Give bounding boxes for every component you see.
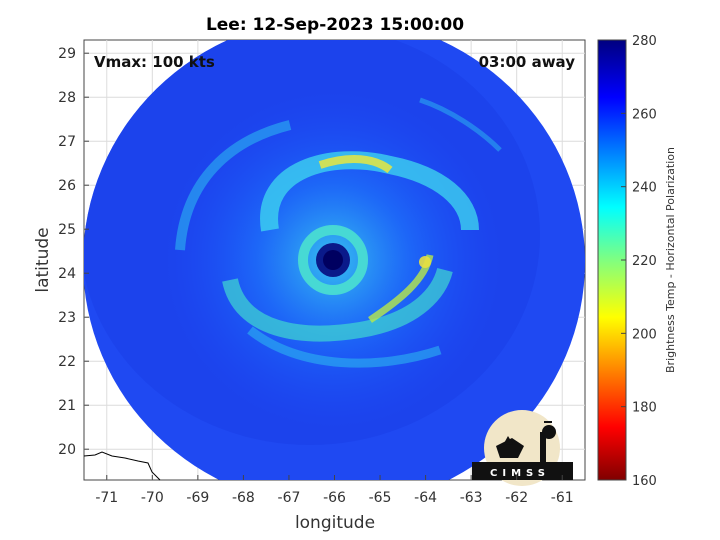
outer-band xyxy=(419,97,502,152)
y-axis-label: latitude xyxy=(33,227,53,292)
microwave-swath xyxy=(84,40,585,480)
colorbar-tick-label: 240 xyxy=(632,181,657,196)
y-tick-label: 26 xyxy=(58,178,76,194)
colorbar-tick-label: 260 xyxy=(632,107,657,122)
y-tick-label: 29 xyxy=(58,46,76,62)
time-away-annotation: 03:00 away xyxy=(479,53,576,71)
x-axis-label: longitude xyxy=(295,513,375,533)
x-tick-label: -62 xyxy=(505,490,528,506)
y-tick-label: 20 xyxy=(58,442,76,458)
y-axis-ticks: 20 21 22 23 24 25 26 27 28 29 xyxy=(58,46,89,458)
colorbar-ticks: 160 180 200 220 240 260 280 xyxy=(621,34,657,489)
y-tick-label: 27 xyxy=(58,134,76,150)
y-tick-label: 22 xyxy=(58,354,76,370)
vmax-annotation: Vmax: 100 kts xyxy=(94,53,215,71)
x-axis-ticks: -71 -70 -69 -68 -67 -66 -65 -64 -63 -62 -61 xyxy=(95,475,574,506)
y-tick-label: 25 xyxy=(58,222,76,238)
outer-band xyxy=(247,326,442,368)
x-tick-label: -64 xyxy=(414,490,437,506)
rainband xyxy=(222,267,453,342)
rainband-core xyxy=(318,155,393,174)
x-tick-label: -71 xyxy=(95,490,118,506)
colorbar-label: Brightness Temp - Horizontal Polarizatio… xyxy=(664,147,677,373)
chart-title: Lee: 12-Sep-2023 15:00:00 xyxy=(206,15,464,35)
x-tick-label: -65 xyxy=(369,490,392,506)
colorbar-tick-label: 160 xyxy=(632,474,657,489)
x-tick-label: -63 xyxy=(460,490,483,506)
y-tick-label: 24 xyxy=(58,266,76,282)
colorbar-tick-label: 200 xyxy=(632,327,657,342)
y-tick-label: 21 xyxy=(58,398,76,414)
x-tick-label: -61 xyxy=(551,490,574,506)
cimss-logo: CIMSS xyxy=(472,410,573,486)
y-tick-label: 23 xyxy=(58,310,76,326)
x-tick-label: -67 xyxy=(278,490,301,506)
x-tick-label: -68 xyxy=(232,490,255,506)
y-tick-label: 28 xyxy=(58,90,76,106)
x-tick-label: -70 xyxy=(141,490,164,506)
eyewall xyxy=(298,225,368,295)
logo-text: CIMSS xyxy=(490,468,550,479)
x-tick-label: -66 xyxy=(323,490,346,506)
outer-band xyxy=(175,120,292,251)
colorbar-tick-label: 280 xyxy=(632,34,657,49)
x-tick-label: -69 xyxy=(186,490,209,506)
colorbar-tick-label: 180 xyxy=(632,401,657,416)
colorbar-tick-label: 220 xyxy=(632,254,657,269)
coastline xyxy=(83,451,161,481)
